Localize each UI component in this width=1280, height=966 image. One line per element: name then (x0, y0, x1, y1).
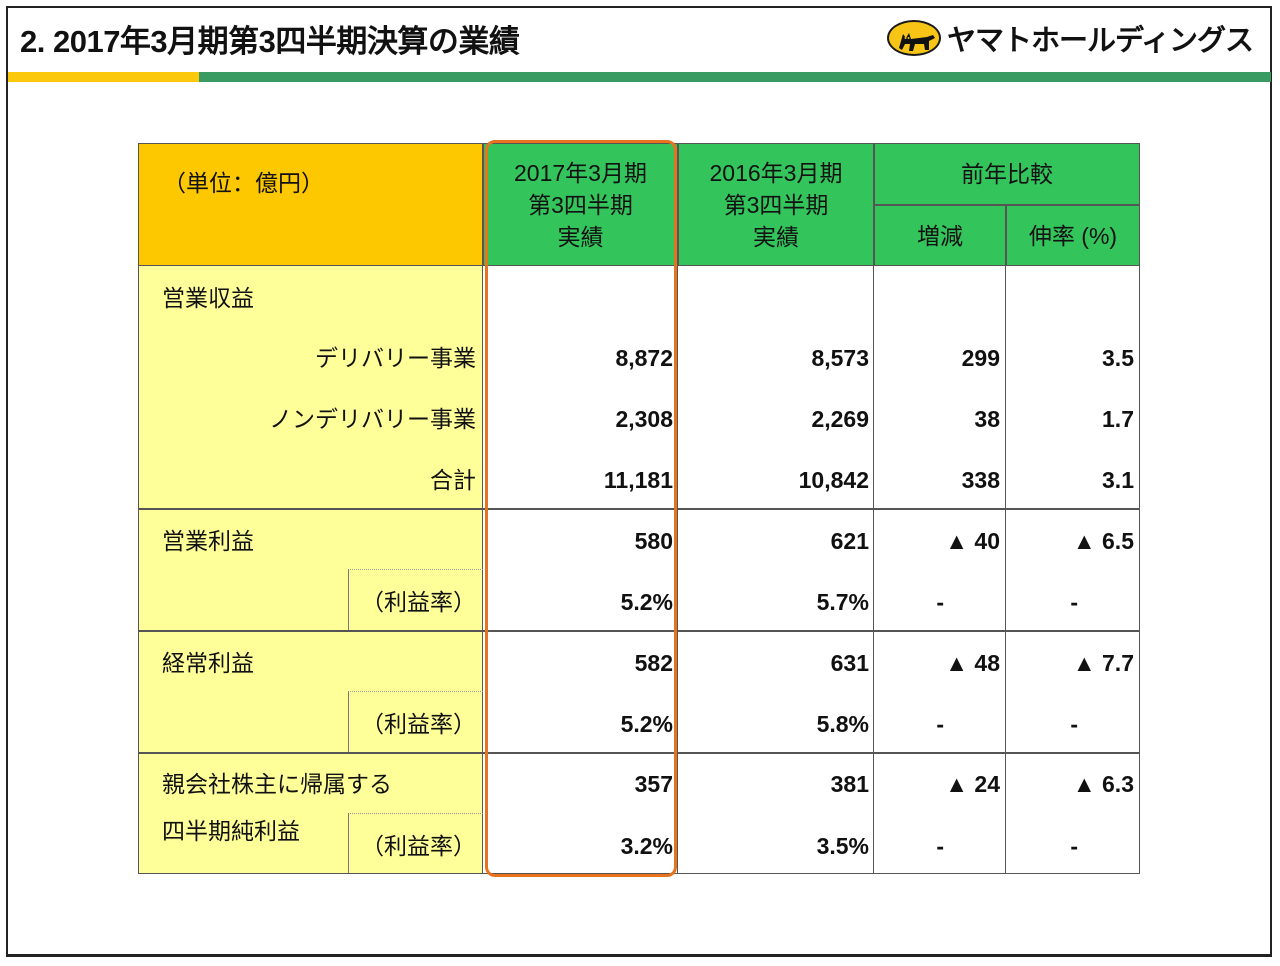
cell-rate: 3.5 (1102, 345, 1134, 371)
title-rule-green (199, 72, 1271, 82)
company-logo: ヤマトホールディングス (887, 17, 1254, 59)
unit-label: （単位：億円） (163, 170, 324, 196)
header-current-period: 2017年3月期 第3四半期 実績 (483, 143, 678, 266)
cell-rate: ▲ 6.5 (1072, 528, 1134, 554)
row-label-net-income-line2: 四半期純利益 (162, 818, 300, 844)
previous-column (678, 266, 874, 874)
cell-previous: 8,573 (811, 345, 869, 371)
black-cat-logo-icon (887, 20, 941, 56)
row-divider (138, 630, 1140, 632)
logo-text: ヤマトホールディングス (947, 25, 1254, 57)
cell-current: 5.2% (620, 589, 673, 615)
change-column (874, 266, 1006, 874)
row-label-operating-revenue: 営業収益 (162, 285, 254, 311)
row-label-ordinary-income: 経常利益 (162, 650, 254, 676)
row-label-margin: （利益率） (361, 711, 476, 737)
cell-change: - (936, 711, 944, 737)
cell-previous: 10,842 (798, 467, 869, 493)
row-divider (138, 508, 1140, 510)
cell-current: 582 (634, 650, 673, 676)
cell-change: 38 (974, 406, 1000, 432)
cell-previous: 3.5% (816, 833, 869, 859)
header-change-label: 増減 (917, 222, 963, 249)
cell-current: 2,308 (615, 406, 673, 432)
header-previous-line1: 2016年3月期 (709, 159, 843, 186)
row-label-non-delivery: ノンデリバリー事業 (269, 406, 476, 432)
header-yoy-comparison: 前年比較 (874, 143, 1140, 205)
cell-rate: - (1070, 711, 1078, 737)
cell-previous: 5.8% (816, 711, 869, 737)
slide-title: 2. 2017年3月期第3四半期決算の業績 (20, 24, 520, 59)
header-comparison-label: 前年比較 (961, 161, 1053, 187)
cell-change: ▲ 48 (945, 650, 1000, 676)
cell-current: 357 (634, 771, 673, 797)
header-current-line3: 実績 (557, 223, 604, 250)
cell-change: ▲ 40 (945, 528, 1000, 554)
cell-previous: 631 (830, 650, 869, 676)
cell-rate: - (1070, 589, 1078, 615)
header-previous-line3: 実績 (753, 223, 799, 250)
header-previous-line2: 第3四半期 (723, 191, 829, 218)
cell-previous: 381 (830, 771, 869, 797)
cell-change: 299 (961, 345, 1000, 371)
cell-current: 580 (634, 528, 673, 554)
row-label-margin: （利益率） (361, 833, 476, 859)
cell-rate: - (1070, 833, 1078, 859)
header-previous-period: 2016年3月期 第3四半期 実績 (678, 143, 874, 266)
cell-change: - (936, 589, 944, 615)
row-divider (138, 752, 1140, 754)
margin-label-box (348, 691, 483, 752)
title-rule-yellow (8, 72, 199, 82)
cell-previous: 2,269 (811, 406, 869, 432)
cell-rate: 1.7 (1102, 406, 1134, 432)
rate-column (1006, 266, 1140, 874)
unit-header: （単位：億円） (138, 143, 483, 266)
margin-label-box (348, 813, 483, 873)
header-change: 増減 (874, 205, 1006, 266)
cell-change: ▲ 24 (945, 771, 1000, 797)
cell-current: 11,181 (603, 467, 673, 493)
row-label-margin: （利益率） (361, 589, 476, 615)
header-current-line1: 2017年3月期 (514, 159, 647, 186)
margin-label-box (348, 569, 483, 630)
row-label-delivery: デリバリー事業 (315, 345, 476, 371)
cell-current: 5.2% (620, 711, 673, 737)
row-label-net-income-line1: 親会社株主に帰属する (162, 771, 392, 797)
label-column (138, 266, 483, 874)
cell-previous: 5.7% (816, 589, 869, 615)
cell-rate: ▲ 6.3 (1072, 771, 1134, 797)
cell-rate: ▲ 7.7 (1072, 650, 1134, 676)
cell-current: 8,872 (615, 345, 673, 371)
header-growth-rate-label: 伸率 (%) (1028, 222, 1118, 249)
row-label-total: 合計 (430, 467, 476, 493)
header-current-line2: 第3四半期 (528, 191, 633, 218)
cell-rate: 3.1 (1102, 467, 1134, 493)
row-label-operating-income: 営業利益 (162, 528, 254, 554)
cell-previous: 621 (830, 528, 869, 554)
current-column (483, 266, 678, 874)
cell-change: 338 (961, 467, 1000, 493)
cell-change: - (936, 833, 944, 859)
cell-current: 3.2% (620, 833, 673, 859)
header-growth-rate: 伸率 (%) (1006, 205, 1140, 266)
results-table: （単位：億円） 2017年3月期 第3四半期 実績 2016年3月期 第3四半期… (138, 143, 1140, 874)
